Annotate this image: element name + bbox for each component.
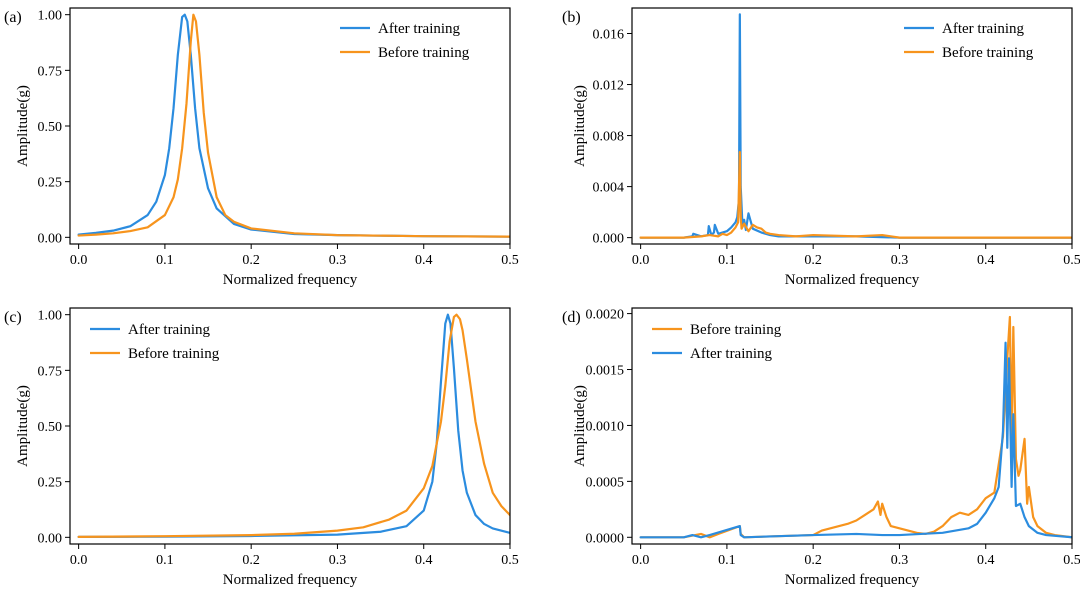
legend-label: After training bbox=[942, 21, 1025, 37]
panel-tag: (b) bbox=[562, 9, 581, 26]
y-axis-title: Amplitude(g) bbox=[572, 85, 588, 167]
x-tick-label: 0.5 bbox=[1063, 553, 1080, 568]
chart-panel-a: 0.0 0.1 0.2 0.3 0.4 0.5 0.00 0.25 0.50 0.75 1.00 No… bbox=[4, 7, 519, 288]
y-tick-label: 0.0020 bbox=[586, 308, 625, 323]
x-tick-label: 0.5 bbox=[1063, 253, 1080, 268]
y-tick-label: 1.00 bbox=[38, 309, 63, 324]
legend-label: After training bbox=[690, 346, 773, 362]
x-tick-label: 0.4 bbox=[415, 253, 433, 268]
y-tick-label: 0.004 bbox=[593, 181, 625, 196]
y-tick-label: 0.012 bbox=[593, 79, 625, 94]
x-tick-label: 0.5 bbox=[501, 253, 519, 268]
series-line-before-training bbox=[639, 151, 1072, 239]
x-tick-label: 0.0 bbox=[70, 253, 88, 268]
y-axis-title: Amplitude(g) bbox=[15, 385, 31, 467]
chart-panel-d: 0.0 0.1 0.2 0.3 0.4 0.5 0.0000 0.0005 0.0010 0.00… bbox=[562, 307, 1080, 588]
x-tick-label: 0.4 bbox=[415, 553, 433, 568]
x-tick-label: 0.4 bbox=[977, 553, 995, 568]
x-tick-label: 0.1 bbox=[718, 253, 736, 268]
y-tick-label: 0.016 bbox=[593, 28, 625, 43]
y-axis-title: Amplitude(g) bbox=[572, 385, 588, 467]
x-tick-label: 0.0 bbox=[632, 253, 650, 268]
x-tick-label: 0.2 bbox=[804, 553, 822, 568]
y-axis-title: Amplitude(g) bbox=[15, 85, 31, 167]
legend: After training Before training bbox=[340, 21, 470, 61]
series-lines bbox=[77, 13, 510, 238]
y-tick-label: 0.25 bbox=[38, 176, 63, 191]
plot-frame bbox=[631, 7, 1073, 245]
legend: After training Before training bbox=[904, 21, 1034, 61]
y-tick-label: 0.008 bbox=[593, 130, 625, 145]
panel-tag: (d) bbox=[562, 309, 581, 326]
y-tick-label: 0.25 bbox=[38, 476, 63, 491]
y-tick-label: 0.75 bbox=[38, 364, 63, 379]
y-tick-label: 0.75 bbox=[38, 64, 63, 79]
series-lines bbox=[639, 315, 1072, 539]
y-tick-label: 0.00 bbox=[38, 531, 63, 546]
plot-frame bbox=[631, 307, 1073, 545]
y-tick-label: 0.50 bbox=[38, 120, 63, 135]
x-axis-title: Normalized frequency bbox=[223, 272, 358, 288]
y-tick-label: 0.50 bbox=[38, 420, 63, 435]
y-tick-label: 0.000 bbox=[593, 232, 625, 247]
legend-label: Before training bbox=[378, 45, 470, 61]
plot-frame bbox=[69, 7, 511, 245]
y-tick-label: 0.0000 bbox=[586, 531, 625, 546]
chart-panel-b: 0.0 0.1 0.2 0.3 0.4 0.5 0.000 0.004 0.008 0.012 0.… bbox=[562, 7, 1080, 288]
x-tick-label: 0.3 bbox=[891, 253, 909, 268]
panel-tag: (c) bbox=[4, 309, 22, 326]
y-tick-label: 0.00 bbox=[38, 231, 63, 246]
legend: Before training After training bbox=[652, 322, 782, 362]
series-line-after-training bbox=[639, 341, 1072, 539]
y-tick-label: 0.0005 bbox=[586, 475, 625, 490]
series-line-after-training bbox=[77, 313, 510, 538]
x-tick-label: 0.3 bbox=[329, 553, 347, 568]
series-lines bbox=[77, 313, 510, 538]
legend: After training Before training bbox=[90, 322, 220, 362]
legend-label: After training bbox=[128, 322, 211, 338]
x-tick-label: 0.2 bbox=[804, 253, 822, 268]
x-tick-label: 0.3 bbox=[329, 253, 347, 268]
y-tick-label: 0.0010 bbox=[586, 419, 625, 434]
x-tick-label: 0.2 bbox=[242, 553, 260, 568]
legend-label: Before training bbox=[128, 346, 220, 362]
x-tick-label: 0.1 bbox=[156, 253, 174, 268]
series-lines bbox=[639, 13, 1072, 239]
x-tick-label: 0.0 bbox=[632, 553, 650, 568]
legend-label: Before training bbox=[690, 322, 782, 338]
x-axis-title: Normalized frequency bbox=[785, 272, 920, 288]
series-line-before-training bbox=[77, 313, 510, 538]
series-line-before-training bbox=[77, 13, 510, 238]
chart-panel-c: 0.0 0.1 0.2 0.3 0.4 0.5 0.00 0.25 0.50 0.75 1.00 No… bbox=[4, 307, 519, 588]
panel-tag: (a) bbox=[4, 9, 22, 26]
x-tick-label: 0.1 bbox=[156, 553, 174, 568]
x-tick-label: 0.2 bbox=[242, 253, 260, 268]
x-axis-title: Normalized frequency bbox=[785, 572, 920, 588]
x-tick-label: 0.4 bbox=[977, 253, 995, 268]
y-tick-label: 0.0015 bbox=[586, 364, 625, 379]
legend-label: After training bbox=[378, 21, 461, 37]
legend-label: Before training bbox=[942, 45, 1034, 61]
x-tick-label: 0.0 bbox=[70, 553, 88, 568]
x-tick-label: 0.3 bbox=[891, 553, 909, 568]
x-axis-title: Normalized frequency bbox=[223, 572, 358, 588]
x-tick-label: 0.5 bbox=[501, 553, 519, 568]
x-tick-label: 0.1 bbox=[718, 553, 736, 568]
y-tick-label: 1.00 bbox=[38, 9, 63, 24]
